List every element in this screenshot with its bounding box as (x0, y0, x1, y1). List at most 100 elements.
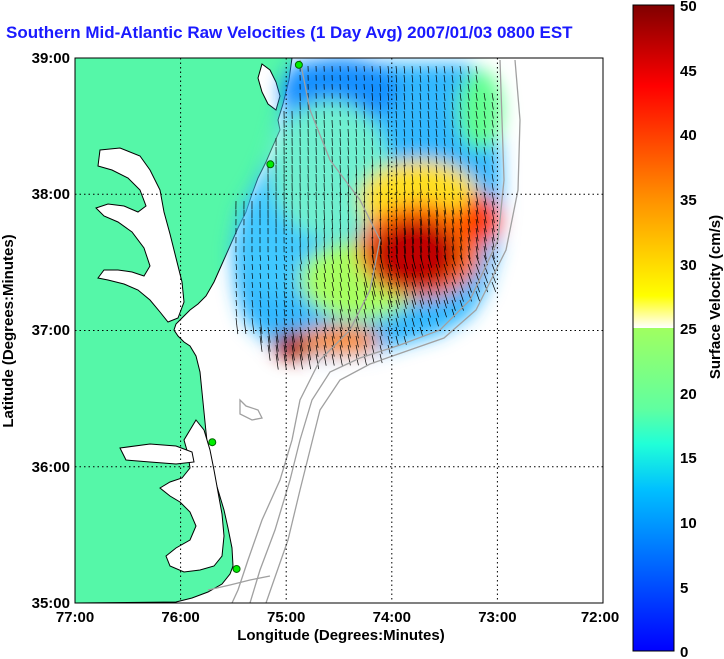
velocity-arrow (411, 137, 414, 147)
y-tick-label: 38:00 (32, 186, 70, 203)
velocity-arrow (435, 128, 438, 137)
velocity-arrow (427, 182, 430, 192)
velocity-arrow (331, 299, 334, 308)
velocity-arrow (459, 119, 462, 128)
velocity-arrow (403, 218, 407, 235)
velocity-arrow (467, 137, 470, 146)
velocity-arrow (379, 335, 383, 346)
velocity-arrow (251, 281, 254, 288)
velocity-arrow (339, 200, 341, 212)
velocity-arrow (419, 83, 422, 92)
velocity-arrow (403, 326, 407, 336)
velocity-arrow (275, 353, 279, 370)
velocity-arrow (395, 326, 399, 336)
velocity-arrow (315, 317, 318, 326)
velocity-arrow (251, 299, 254, 308)
velocity-arrow (347, 263, 351, 273)
velocity-arrow (363, 191, 366, 203)
velocity-arrow (419, 290, 425, 305)
velocity-arrow (379, 146, 382, 155)
velocity-arrow (355, 182, 358, 194)
velocity-arrow (339, 281, 343, 291)
field-blob-north-east (458, 70, 502, 150)
velocity-arrow (483, 218, 487, 233)
velocity-arrow (355, 254, 359, 264)
velocity-arrow (379, 326, 383, 337)
velocity-arrow (443, 182, 446, 191)
velocity-arrow (419, 155, 422, 165)
colorbar: 50 45 40 35 30 25 20 15 10 5 0 Surface V… (632, 0, 724, 659)
velocity-arrow (379, 299, 383, 310)
velocity-arrow (307, 272, 310, 281)
velocity-arrow (491, 218, 495, 233)
velocity-arrow (467, 227, 471, 242)
velocity-arrow (395, 263, 400, 279)
velocity-arrow (403, 101, 406, 110)
velocity-arrow (299, 326, 303, 343)
velocity-arrow (379, 173, 382, 185)
velocity-arrow (243, 254, 246, 261)
y-tick-label: 37:00 (32, 322, 70, 339)
velocity-arrow (435, 308, 439, 318)
velocity-arrow (299, 281, 302, 290)
velocity-arrow (435, 281, 441, 296)
velocity-arrow (483, 92, 486, 101)
velocity-arrow (395, 209, 398, 221)
velocity-arrow (483, 137, 486, 146)
velocity-arrow (395, 119, 398, 128)
velocity-arrow (451, 119, 454, 128)
velocity-arrow (419, 128, 422, 138)
velocity-arrow (475, 182, 478, 191)
velocity-arrow (371, 209, 374, 221)
velocity-arrow (435, 110, 438, 119)
velocity-arrow (395, 128, 398, 137)
velocity-arrow (291, 254, 294, 261)
velocity-arrow (331, 227, 333, 239)
velocity-arrow (339, 299, 343, 312)
velocity-arrow (459, 254, 464, 266)
velocity-arrow (467, 245, 471, 260)
velocity-arrow (459, 281, 464, 293)
velocity-arrow (363, 227, 366, 238)
velocity-arrow (475, 74, 478, 83)
velocity-arrow (403, 299, 407, 309)
velocity-arrow (291, 272, 294, 281)
velocity-arrow (395, 308, 399, 318)
velocity-arrow (371, 137, 373, 146)
velocity-arrow (387, 263, 392, 279)
velocity-arrow (355, 245, 358, 256)
velocity-arrow (403, 200, 406, 212)
velocity-arrow (283, 344, 287, 361)
velocity-arrow (379, 281, 384, 297)
velocity-arrow (307, 299, 310, 308)
velocity-arrow (395, 281, 400, 297)
velocity-arrow (467, 164, 470, 173)
bathymetry-contours (207, 59, 521, 603)
velocity-arrow (347, 308, 351, 321)
velocity-arrow (443, 164, 446, 173)
velocity-arrow (435, 137, 438, 146)
velocity-arrow (379, 344, 383, 355)
velocity-arrow (387, 155, 390, 167)
velocity-arrow (363, 119, 365, 128)
velocity-arrow (403, 173, 406, 185)
velocity-arrow (435, 299, 439, 309)
velocity-arrow (427, 254, 433, 268)
velocity-arrow (491, 137, 494, 146)
velocity-arrow (427, 119, 430, 129)
velocity-arrow (363, 182, 366, 194)
velocity-arrow (459, 92, 462, 101)
velocity-arrow (411, 65, 414, 74)
velocity-arrow (483, 146, 486, 155)
velocity-arrow (395, 155, 398, 167)
velocity-arrow (371, 290, 375, 301)
velocity-arrow (291, 335, 295, 352)
velocity-arrow (347, 191, 350, 203)
velocity-arrow (323, 317, 327, 330)
velocity-arrow (371, 200, 374, 212)
velocity-arrow (419, 299, 423, 309)
velocity-arrow (347, 353, 351, 366)
velocity-arrow (419, 137, 422, 147)
velocity-arrow (403, 92, 406, 101)
velocity-arrow (339, 191, 341, 203)
